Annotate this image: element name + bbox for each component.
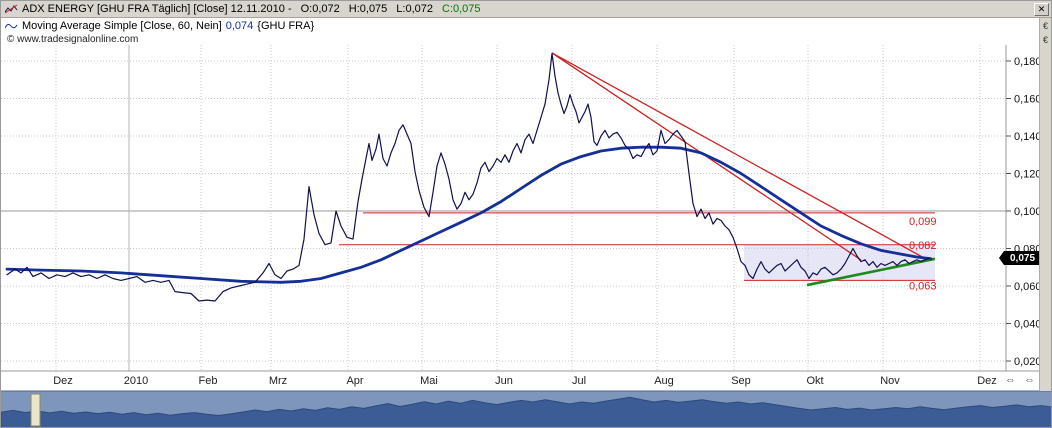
y-tick-label: 0,180 [1014, 56, 1042, 68]
moving-average-icon [5, 21, 18, 31]
y-tick-label: 0,060 [1014, 281, 1042, 293]
indicator-row: Moving Average Simple [Close, 60, Nein] … [5, 20, 314, 32]
last-price-value: 0,075 [1009, 252, 1036, 264]
copyright-label: © www.tradesignalonline.com [7, 34, 139, 45]
x-tick-label: Jul [572, 375, 586, 387]
scroll-left-right-icon[interactable]: ⇔ [1005, 374, 1016, 386]
y-tick-label: 0,160 [1014, 94, 1042, 106]
price-levels: 0,099 0,082 0,063 [339, 212, 937, 292]
scroll-left-right-icon[interactable]: ⇔ [1024, 374, 1035, 386]
ohlc-open: O:0,072 [300, 3, 340, 15]
x-tick-label: Feb [199, 375, 218, 387]
navigator-area [1, 396, 1051, 427]
x-tick-label: Dez [977, 375, 997, 387]
x-tick-label: Apr [346, 375, 363, 387]
currency-axis-button[interactable]: € [1040, 35, 1051, 46]
scroll-arrow-buttons: ⇔ ⇔ [1005, 374, 1035, 386]
y-tick-label: 0,120 [1014, 169, 1042, 181]
last-price-badge: 0,075 [999, 251, 1041, 265]
y-tick-label: 0,140 [1014, 131, 1042, 143]
level-label: 0,063 [909, 280, 937, 292]
right-toolbar: € € [1039, 18, 1051, 391]
currency-axis-button[interactable]: € [1040, 21, 1051, 32]
y-tick-label: 0,040 [1014, 319, 1042, 331]
x-tick-label: Aug [654, 375, 674, 387]
ohlc-high: H:0,075 [348, 3, 388, 15]
sma-60-line [5, 145, 933, 284]
x-tick-label: Nov [880, 375, 900, 387]
consolidation-band [744, 244, 935, 281]
x-tick-label: Mai [420, 375, 438, 387]
level-label: 0,099 [909, 216, 937, 228]
instrument-title: ADX ENERGY [GHU FRA Täglich] [Close] 12.… [22, 3, 292, 15]
ohlc-low: L:0,072 [396, 3, 433, 15]
downtrend-line-2 [551, 52, 927, 260]
x-tick-label: Mrz [269, 375, 287, 387]
close-icon[interactable]: ✕ [1034, 2, 1049, 16]
y-axis: 0,1800,1600,1400,1200,1000,0800,0600,040… [1006, 56, 1042, 368]
indicator-name: Moving Average Simple [Close, 60, Nein] [22, 20, 222, 32]
price-series-icon [5, 4, 18, 14]
x-axis: Dez 2010 Feb Mrz Apr Mai Jun Jul Aug Sep Okt Nov Dez [53, 375, 997, 387]
ohlc-close: C:0,075 [442, 3, 481, 15]
indicator-scope: {GHU FRA} [257, 20, 315, 32]
close-price-line [6, 52, 930, 302]
level-label: 0,082 [909, 240, 937, 252]
x-tick-label: Jun [495, 375, 513, 387]
x-tick-label: Dez [53, 375, 73, 387]
x-tick-label: Sep [731, 375, 751, 387]
navigator-handle[interactable] [30, 393, 41, 427]
x-tick-label: 2010 [124, 375, 148, 387]
gridlines [1, 45, 1006, 371]
uptrend-line-green [806, 257, 936, 287]
y-tick-label: 0,020 [1014, 356, 1042, 368]
x-tick-label: Okt [806, 375, 823, 387]
y-tick-label: 0,100 [1014, 206, 1042, 218]
chart-title-bar: ADX ENERGY [GHU FRA Täglich] [Close] 12.… [1, 1, 1051, 18]
indicator-value: 0,074 [225, 20, 254, 32]
